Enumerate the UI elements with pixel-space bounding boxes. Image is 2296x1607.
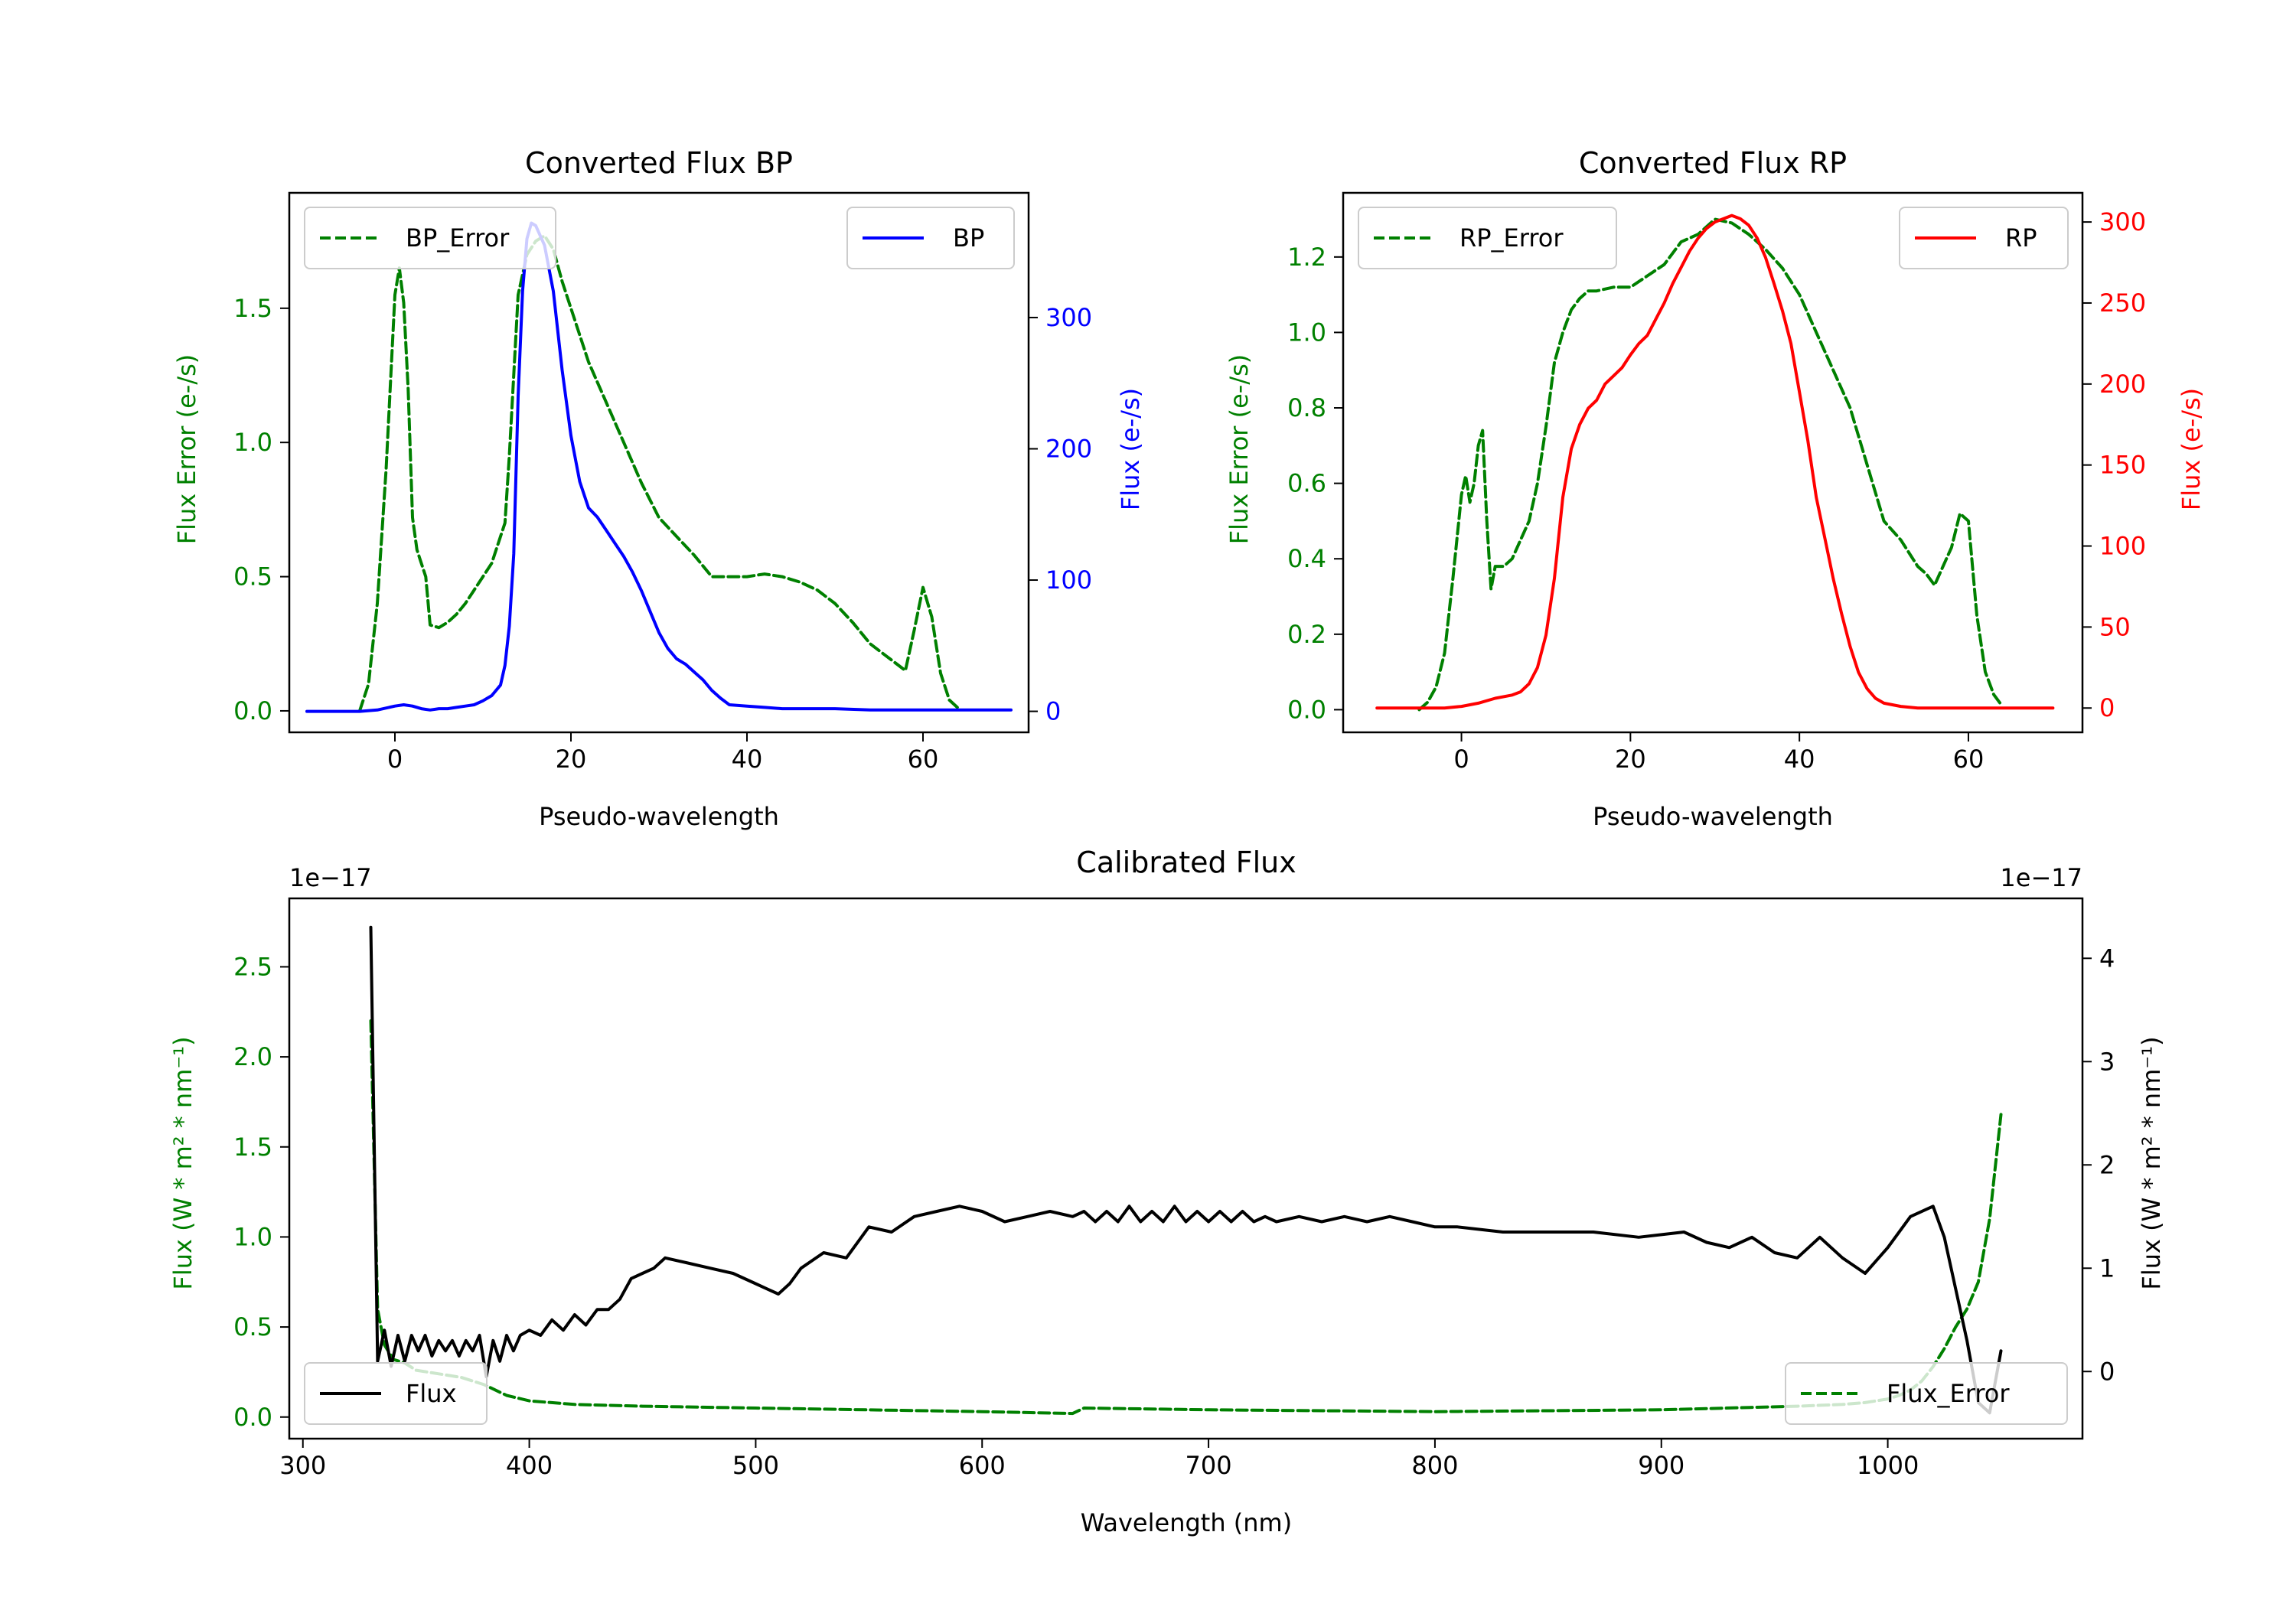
rp-legend-left-box <box>1358 207 1617 269</box>
rp-right-tick-label-4: 200 <box>2099 370 2146 399</box>
rp-legend-right-box <box>1899 207 2069 269</box>
cal-left-tick-label-0: 0.0 <box>233 1403 272 1432</box>
panel-converted-flux-rp: Converted Flux RP Pseudo-wavelength Flux… <box>1225 146 2206 831</box>
bp-legend-right-box <box>846 207 1015 269</box>
bp-right-tick-label-0: 0 <box>1045 697 1061 726</box>
rp-left-tick-label-1: 0.2 <box>1287 620 1326 649</box>
bp-axes-frame <box>288 191 1030 734</box>
rp-x-tick-label-2: 40 <box>1784 745 1815 774</box>
rp-xlabel: Pseudo-wavelength <box>1593 802 1833 831</box>
rp-series-rp <box>1375 214 2055 710</box>
bp-ylabel-left: Flux Error (e-/s) <box>172 354 201 545</box>
rp-right-tick-label-2: 100 <box>2099 532 2146 561</box>
cal-title: Calibrated Flux <box>1076 846 1296 879</box>
cal-legend-left-label: Flux <box>406 1379 457 1408</box>
rp-legend-left-label: RP_Error <box>1459 223 1564 253</box>
rp-left-tick-label-6: 1.2 <box>1287 243 1326 272</box>
rp-ylabel-left: Flux Error (e-/s) <box>1225 354 1254 545</box>
bp-x-tick-label-2: 40 <box>732 745 763 774</box>
cal-legend-left: Flux <box>304 1362 488 1425</box>
cal-legend-right-box <box>1785 1362 2068 1425</box>
rp-left-tick-label-2: 0.4 <box>1287 544 1326 573</box>
cal-left-tick-label-5: 2.5 <box>233 952 272 981</box>
cal-legend-right: Flux_Error <box>1785 1362 2068 1425</box>
bp-ylabel-right: Flux (e-/s) <box>1116 388 1145 510</box>
bp-left-tick-label-0: 0.0 <box>233 696 272 725</box>
cal-offset-left: 1e−17 <box>289 863 372 892</box>
cal-x-tick-label-7: 1000 <box>1857 1451 1919 1480</box>
bp-left-tick-label-3: 1.5 <box>233 294 272 323</box>
bp-xlabel: Pseudo-wavelength <box>539 802 779 831</box>
bp-series-bp-error <box>358 234 960 712</box>
cal-x-tick-label-6: 900 <box>1638 1451 1684 1480</box>
bp-title: Converted Flux BP <box>525 146 793 180</box>
cal-left-tick-label-1: 0.5 <box>233 1312 272 1341</box>
cal-offset-right: 1e−17 <box>2000 863 2082 892</box>
bp-left-tick-label-2: 1.0 <box>233 428 272 457</box>
rp-axes-frame <box>1342 191 2084 734</box>
rp-series-rp-error <box>1417 217 2004 712</box>
cal-x-tick-label-5: 800 <box>1411 1451 1458 1480</box>
rp-left-tick-label-0: 0.0 <box>1287 695 1326 724</box>
bp-x-tick-label-3: 60 <box>908 745 939 774</box>
rp-x-tick-label-1: 20 <box>1615 745 1646 774</box>
rp-legend-right: RP <box>1899 207 2069 269</box>
bp-legend-right-label: BP <box>953 223 984 253</box>
cal-x-tick-label-4: 700 <box>1186 1451 1232 1480</box>
rp-right-tick-label-1: 50 <box>2099 612 2131 641</box>
rp-right-tick-label-5: 250 <box>2099 288 2146 318</box>
cal-right-tick-label-0: 0 <box>2099 1357 2115 1386</box>
rp-left-tick-label-4: 0.8 <box>1287 393 1326 422</box>
rp-legend-left: RP_Error <box>1358 207 1617 269</box>
cal-right-tick-label-4: 4 <box>2099 944 2115 973</box>
bp-x-tick-label-1: 20 <box>556 745 587 774</box>
rp-x-tick-label-0: 0 <box>1453 745 1469 774</box>
bp-left-tick-label-1: 0.5 <box>233 562 272 592</box>
bp-right-tick-label-1: 100 <box>1045 566 1092 595</box>
rp-left-tick-label-3: 0.6 <box>1287 469 1326 498</box>
cal-right-tick-label-1: 1 <box>2099 1253 2115 1283</box>
bp-legend-right: BP <box>846 207 1015 269</box>
bp-x-tick-label-0: 0 <box>387 745 403 774</box>
cal-legend-right-label: Flux_Error <box>1887 1379 2010 1408</box>
rp-right-tick-label-6: 300 <box>2099 207 2146 236</box>
cal-xlabel: Wavelength (nm) <box>1081 1508 1292 1537</box>
rp-ylabel-right: Flux (e-/s) <box>2177 388 2206 510</box>
cal-ylabel-right: Flux (W * m² * nm⁻¹) <box>2137 1036 2166 1289</box>
cal-left-tick-label-2: 1.0 <box>233 1222 272 1251</box>
cal-ylabel-left: Flux (W * m² * nm⁻¹) <box>168 1036 197 1289</box>
bp-legend-left-box <box>304 207 556 269</box>
rp-right-tick-label-3: 150 <box>2099 451 2146 480</box>
rp-right-tick-label-0: 0 <box>2099 693 2115 722</box>
cal-left-tick-label-4: 2.0 <box>233 1042 272 1071</box>
cal-x-tick-label-0: 300 <box>279 1451 326 1480</box>
cal-right-tick-label-2: 2 <box>2099 1150 2115 1179</box>
cal-legend-left-box <box>304 1362 488 1425</box>
cal-x-tick-label-1: 400 <box>506 1451 553 1480</box>
bp-legend-left: BP_Error <box>304 207 556 269</box>
cal-axes-frame <box>288 897 2084 1440</box>
bp-legend-left-label: BP_Error <box>406 223 510 253</box>
cal-x-tick-label-3: 600 <box>959 1451 1006 1480</box>
bp-right-tick-label-3: 300 <box>1045 303 1092 332</box>
rp-legend-right-label: RP <box>2005 223 2037 253</box>
bp-series-bp <box>305 221 1013 713</box>
cal-x-tick-label-2: 500 <box>732 1451 779 1480</box>
rp-x-tick-label-3: 60 <box>1953 745 1985 774</box>
cal-right-tick-label-3: 3 <box>2099 1047 2115 1076</box>
rp-left-tick-label-5: 1.0 <box>1287 318 1326 347</box>
panel-converted-flux-bp: Converted Flux BP Pseudo-wavelength Flux… <box>172 146 1145 831</box>
rp-title: Converted Flux RP <box>1579 146 1847 180</box>
bp-right-tick-label-2: 200 <box>1045 434 1092 463</box>
cal-left-tick-label-3: 1.5 <box>233 1133 272 1162</box>
panel-calibrated-flux: Calibrated Flux 1e−17 1e−17 Wavelength (… <box>168 846 2166 1537</box>
